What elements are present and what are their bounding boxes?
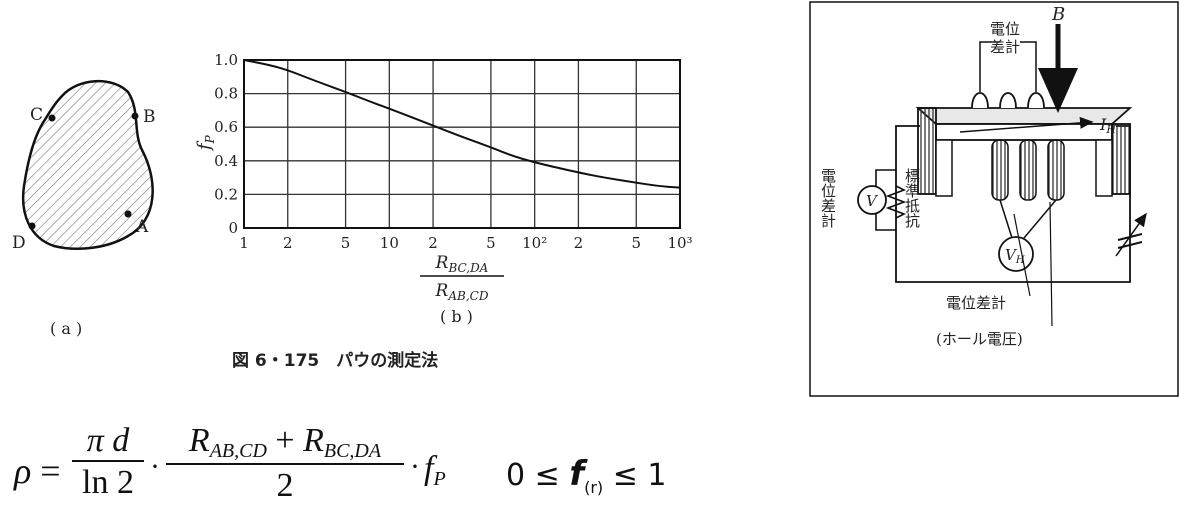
voltmeter-v-label: V [866, 192, 879, 210]
voltmeter-v [857, 185, 887, 215]
hall-meter-name: 電位差計 [946, 294, 1006, 312]
x-tick-label-2: 5 [341, 234, 351, 252]
variable-resistor [1115, 212, 1147, 257]
x-tick-label-0: 1 [239, 234, 249, 252]
formula-fraction-2: RAB,CD + RBC,DA 2 [166, 422, 404, 505]
formula-fraction-1: π d ln 2 [72, 422, 144, 502]
formula-fp: fP [424, 450, 446, 490]
hall-voltmeter [998, 236, 1034, 272]
y-tick-label-2: 0.6 [214, 118, 238, 136]
x-label-denominator: RAB,CD [435, 281, 489, 303]
y-tick-label-4: 0.2 [214, 185, 238, 203]
chart-grid-vertical [287, 60, 637, 228]
label-c: C [30, 105, 43, 125]
fp-curve [243, 59, 681, 189]
left-meter-label: 電位差計 [819, 168, 837, 228]
formula-rho: ρ = [14, 451, 61, 491]
y-tick-label-0: 1.0 [214, 51, 238, 69]
contact-b [131, 112, 139, 120]
figure-caption: 図 6・175 パウの測定法 [232, 350, 438, 371]
y-axis-label-sub: P [203, 134, 217, 144]
y-tick-label-1: 0.8 [214, 85, 238, 103]
x-tick-label-9: 10³ [667, 234, 692, 252]
y-tick-labels: 1.0 0.8 0.6 0.4 0.2 0 [214, 51, 238, 237]
y-tick-label-5: 0 [228, 219, 238, 237]
probe-wire-1 [979, 41, 1000, 92]
formula-condition: 0 ≤ f(r) ≤ 1 [506, 454, 667, 497]
y-tick-label-3: 0.4 [214, 152, 238, 170]
resistor-label: 標準抵抗 [903, 168, 921, 229]
x-tick-label-5: 5 [486, 234, 496, 252]
field-label: B [1051, 4, 1065, 25]
x-tick-label-8: 5 [631, 234, 641, 252]
fraction-1-denominator: ln 2 [72, 460, 144, 502]
x-tick-labels: 1 2 5 10 2 5 10² 2 5 10³ [239, 234, 692, 252]
probe-label-bottom: 差計 [990, 38, 1020, 56]
standard-resistor [885, 185, 907, 219]
label-a: A [135, 217, 149, 237]
hall-sample-bar [915, 92, 1133, 201]
fp-chart: 1 2 5 10 2 5 10² 2 5 10³ 1.0 0.8 0.6 0.4 0.2 0 fP RBC,… [194, 51, 693, 326]
contact-d [28, 222, 36, 230]
resistivity-formula: ρ = π d ln 2 · RAB,CD + RBC,DA 2 · fP 0 … [14, 420, 714, 516]
hall-wire-2 [1023, 199, 1057, 239]
hall-setup-figure: V 電位 差計 B IH [809, 1, 1179, 397]
formula-dot-1: · [150, 450, 160, 483]
caption-b: ( b ) [440, 307, 473, 326]
chart-grid-horizontal [244, 92, 680, 196]
x-tick-label-1: 2 [283, 234, 293, 252]
x-tick-label-3: 10 [380, 234, 399, 252]
probe-wire-2 [1020, 41, 1037, 92]
label-d: D [12, 233, 26, 253]
pointer-line-1 [1013, 213, 1031, 297]
contact-c [48, 114, 56, 122]
fraction-2-denominator: 2 [166, 463, 404, 505]
label-b: B [143, 107, 156, 127]
sample-blob [21, 79, 154, 250]
hall-figure-frame [809, 1, 1179, 397]
contact-a [124, 210, 132, 218]
hall-meter-note: (ホール電圧) [936, 330, 1023, 348]
x-tick-label-6: 10² [522, 234, 547, 252]
sample-shape-figure: C B A D ( a ) [12, 79, 156, 338]
current-arrow [959, 116, 1094, 133]
x-tick-label-7: 2 [574, 234, 584, 252]
formula-dot-2: · [410, 450, 420, 483]
x-label-numerator: RBC,DA [435, 253, 489, 275]
pointer-line-2 [1049, 201, 1053, 327]
hall-wire-1 [999, 199, 1013, 239]
fraction-1-numerator: π d [86, 422, 130, 459]
chart-frame [243, 59, 681, 229]
caption-a: ( a ) [50, 319, 82, 338]
probe-label-top: 電位 [990, 20, 1020, 38]
x-tick-label-4: 2 [428, 234, 438, 252]
y-axis-label: fP [194, 134, 217, 152]
fraction-2-numerator: RAB,CD + RBC,DA [188, 422, 382, 462]
